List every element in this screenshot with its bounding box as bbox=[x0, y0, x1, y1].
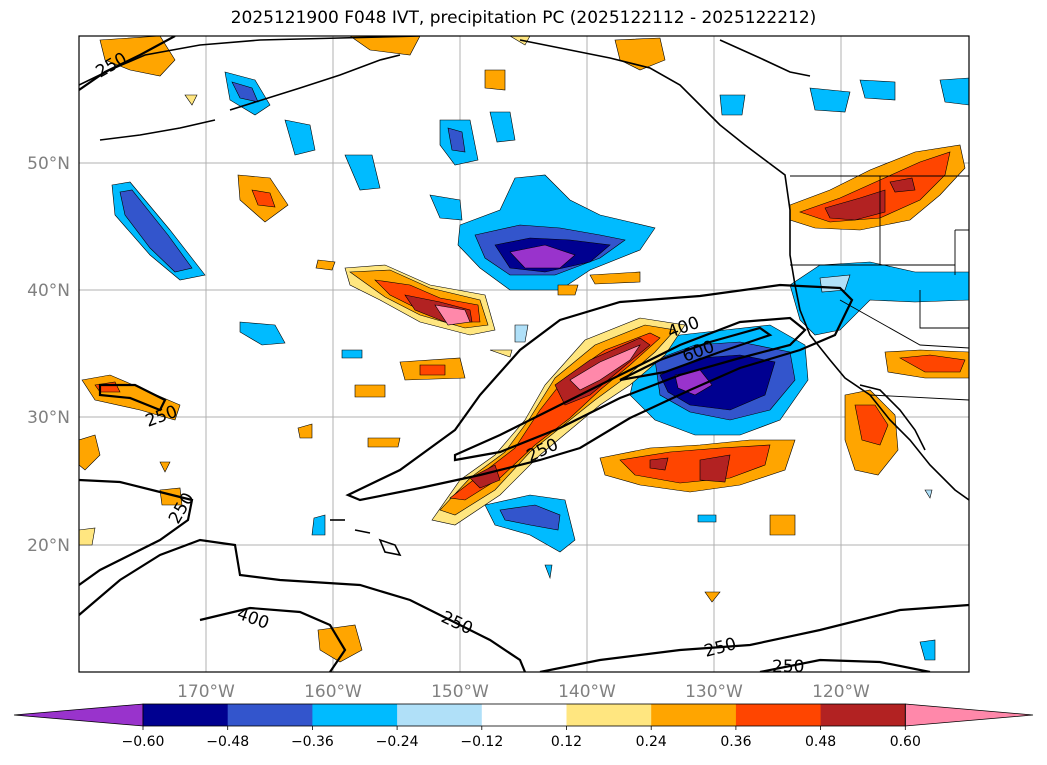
lon-label: 150°W bbox=[431, 682, 489, 702]
shade-patch bbox=[899, 354, 966, 373]
colorbar-tick-label: 0.12 bbox=[551, 734, 582, 750]
colorbar-tick-label: −0.60 bbox=[122, 734, 165, 750]
contour-400-south bbox=[199, 606, 347, 672]
lon-label: 140°W bbox=[558, 682, 616, 702]
shade-patch bbox=[79, 527, 96, 546]
shade-patch bbox=[119, 189, 193, 273]
shade-patch bbox=[251, 189, 276, 208]
contour-label: 250 bbox=[772, 657, 804, 677]
shade-patch bbox=[649, 457, 669, 471]
lon-label: 120°W bbox=[812, 682, 870, 702]
shade-patch bbox=[434, 304, 471, 326]
contour-250-main bbox=[345, 283, 854, 502]
shade-patch bbox=[809, 87, 851, 113]
lon-label: 160°W bbox=[304, 682, 362, 702]
lat-label: 40°N bbox=[27, 281, 70, 301]
shade-patch bbox=[354, 384, 386, 398]
contour-600 bbox=[619, 326, 773, 382]
colorbar-swatch bbox=[227, 704, 313, 726]
shade-patch bbox=[341, 349, 363, 359]
colorbar-tick-label: −0.24 bbox=[376, 734, 419, 750]
shade-patch bbox=[859, 79, 896, 101]
colorbar-swatch bbox=[397, 704, 483, 726]
political-borders bbox=[790, 175, 969, 401]
colorbar-tick-label: 0.36 bbox=[720, 734, 751, 750]
shade-patch bbox=[769, 514, 796, 536]
shade-patch bbox=[489, 349, 513, 358]
shade-patch bbox=[79, 434, 101, 471]
shade-patch bbox=[489, 111, 516, 143]
shade-patch bbox=[697, 514, 717, 523]
colorbar: −0.60 −0.48 −0.36 −0.24 −0.12 0.12 0.24 0.36 0.4… bbox=[13, 703, 1034, 750]
lat-label: 30°N bbox=[27, 408, 70, 428]
shade-patch bbox=[429, 194, 463, 221]
shade-patch bbox=[184, 94, 198, 106]
contour-250-south bbox=[79, 538, 527, 672]
colorbar-tick-label: 0.48 bbox=[805, 734, 836, 750]
shade-patch bbox=[159, 461, 171, 473]
shade-patch bbox=[514, 324, 529, 343]
lon-label: 170°W bbox=[177, 682, 235, 702]
shade-patch bbox=[447, 127, 466, 153]
shade-patch bbox=[919, 639, 936, 661]
colorbar-extend-min bbox=[13, 703, 144, 727]
colorbar-tick-label: −0.36 bbox=[291, 734, 334, 750]
colorbar-frame bbox=[142, 703, 906, 727]
shade-patch bbox=[484, 69, 506, 91]
shade-patch bbox=[889, 177, 916, 193]
shade-patch bbox=[419, 364, 446, 376]
contour-400 bbox=[453, 316, 807, 462]
colorbar-swatch bbox=[481, 704, 567, 726]
contour-250-north bbox=[79, 36, 176, 91]
lon-label: 130°W bbox=[685, 682, 743, 702]
shade-patch bbox=[557, 284, 579, 296]
colorbar-tick-label: −0.12 bbox=[460, 734, 503, 750]
shade-patch bbox=[239, 321, 286, 346]
lat-axis: 50°N 40°N 30°N 20°N bbox=[27, 154, 70, 556]
shade-patch bbox=[499, 504, 561, 531]
shade-patch bbox=[284, 119, 316, 156]
shade-patch bbox=[939, 77, 969, 106]
map-frame bbox=[78, 35, 970, 673]
shade-patch bbox=[589, 271, 641, 285]
shade-patch bbox=[854, 404, 889, 446]
shade-patch bbox=[509, 244, 576, 269]
colorbar-tick-label: −0.48 bbox=[206, 734, 249, 750]
shade-patch bbox=[924, 489, 933, 499]
shade-patch bbox=[349, 36, 421, 56]
shade-patch bbox=[619, 444, 771, 484]
contour-250-west bbox=[98, 383, 167, 412]
lon-axis: 170°W 160°W 150°W 140°W 130°W 120°W bbox=[177, 682, 870, 702]
shade-patch bbox=[344, 154, 381, 191]
shade-patch bbox=[367, 437, 401, 448]
map-title: 2025121900 F048 IVT, precipitation PC (2… bbox=[230, 8, 817, 28]
colorbar-swatch bbox=[820, 704, 906, 726]
colorbar-tick-label: 0.60 bbox=[890, 734, 921, 750]
map-area: 250 400 600 250 250 250 400 250 250 250 bbox=[79, 36, 969, 677]
contour-250-sw bbox=[79, 478, 194, 586]
colorbar-swatch bbox=[651, 704, 737, 726]
shade-patch bbox=[297, 423, 313, 439]
shade-patch bbox=[311, 514, 326, 536]
lat-label: 50°N bbox=[27, 154, 70, 174]
lat-label: 20°N bbox=[27, 536, 70, 556]
colorbar-swatch bbox=[735, 704, 822, 726]
colorbar-swatch bbox=[566, 704, 652, 726]
shade-patch bbox=[719, 94, 746, 116]
shade-patch bbox=[824, 189, 886, 221]
shade-patch bbox=[544, 564, 553, 580]
ivt-contours bbox=[79, 36, 969, 672]
colorbar-swatch bbox=[312, 704, 398, 726]
colorbar-tick-label: 0.24 bbox=[636, 734, 667, 750]
colorbar-swatch bbox=[143, 704, 229, 726]
contour-250-se bbox=[539, 603, 969, 672]
shade-patch bbox=[704, 591, 721, 603]
shade-patch bbox=[569, 344, 641, 391]
shade-patch bbox=[315, 259, 336, 271]
colorbar-extend-max bbox=[904, 703, 1034, 727]
contour-250-se2 bbox=[759, 658, 931, 672]
shade-patch bbox=[699, 454, 731, 483]
